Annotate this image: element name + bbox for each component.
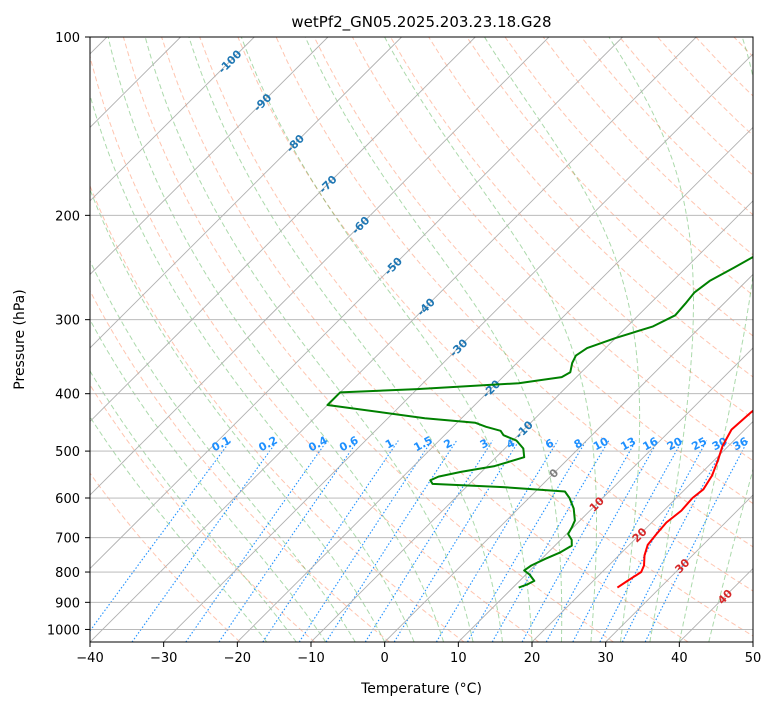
mixing-ratio-label: 16 xyxy=(641,435,661,454)
isotherm-line xyxy=(605,494,753,642)
dry-adiabat xyxy=(313,37,753,505)
isotherm-line xyxy=(90,37,476,423)
moist-adiabat xyxy=(144,37,474,642)
dry-adiabat xyxy=(90,184,465,642)
x-tick-label: 0 xyxy=(381,651,389,666)
dry-adiabat xyxy=(199,37,753,637)
y-axis-label: Pressure (hPa) xyxy=(12,289,28,389)
mixing-ratio-line xyxy=(599,440,708,642)
dry-adiabat xyxy=(504,37,753,296)
mixing-ratio-line xyxy=(572,440,683,642)
dry-adiabat xyxy=(428,37,753,378)
moist-adiabat xyxy=(384,37,597,642)
y-tick-label: 1000 xyxy=(47,623,80,638)
x-tick-label: −10 xyxy=(297,651,324,666)
y-tick-label: 600 xyxy=(55,492,80,507)
x-tick-label: 20 xyxy=(524,651,541,666)
moist-adiabat xyxy=(90,318,327,642)
y-tick-label: 700 xyxy=(55,532,80,547)
chart-title: wetPf2_GN05.2025.203.23.18.G28 xyxy=(291,13,551,32)
plot-frame xyxy=(89,36,754,643)
plot-background xyxy=(90,37,753,642)
isotherm-line xyxy=(163,53,753,642)
moist-adiabat xyxy=(107,37,445,642)
dry-adiabat xyxy=(237,37,753,592)
mixing-ratio-label: 20 xyxy=(665,434,685,453)
x-tick-label: −30 xyxy=(150,651,177,666)
moist-adiabat xyxy=(90,259,356,642)
x-tick-label: 30 xyxy=(597,651,614,666)
isotherm-line xyxy=(90,37,697,642)
mixing-ratio-line xyxy=(621,440,728,642)
x-tick-label: −20 xyxy=(224,651,251,666)
mixing-ratio-line xyxy=(467,440,587,642)
moist-adiabat xyxy=(708,467,753,642)
y-tick-label: 400 xyxy=(55,388,80,403)
x-tick-label: −40 xyxy=(76,651,103,666)
y-tick-label: 900 xyxy=(55,596,80,611)
y-tick-label: 800 xyxy=(55,566,80,581)
isotherm-line xyxy=(90,37,550,496)
y-tick-label: 300 xyxy=(55,314,80,329)
y-tick-label: 200 xyxy=(55,209,80,224)
axes: −40 −30 −20 −10 0 10 20 30 40 50 100 200 300 400 500 60… xyxy=(47,31,761,666)
mixing-ratio-line xyxy=(364,440,494,642)
moist-adiabat xyxy=(188,37,503,642)
isotherm-line xyxy=(531,420,753,642)
moist-adiabat xyxy=(484,37,641,642)
mixing-ratio-label: 30 xyxy=(710,435,730,454)
mixing-ratio-line xyxy=(491,440,610,642)
moist-adiabat xyxy=(304,37,563,642)
mixing-ratio-label: 36 xyxy=(731,435,751,454)
mixing-ratio-label: 10 xyxy=(591,434,611,453)
x-axis-label: Temperature (°C) xyxy=(360,681,482,697)
mixing-ratio-line xyxy=(298,440,433,642)
dry-adiabat xyxy=(90,383,316,642)
temperature-profile-line xyxy=(616,409,753,589)
dry-adiabat xyxy=(161,37,689,642)
y-tick-label: 100 xyxy=(55,31,80,46)
moist-adiabat xyxy=(90,415,268,642)
isotherm-line xyxy=(237,126,753,642)
isotherm-line xyxy=(752,641,753,642)
mixing-ratio-line xyxy=(262,440,399,642)
dewpoint-profile-line xyxy=(326,255,753,589)
x-tick-label: 40 xyxy=(671,651,688,666)
mixing-ratio-line xyxy=(325,440,458,642)
moist-adiabat xyxy=(240,37,533,642)
dry-adiabat xyxy=(90,54,540,642)
x-tick-label: 50 xyxy=(745,651,762,666)
dry-adiabat xyxy=(90,289,390,642)
mixing-ratio-line xyxy=(435,440,559,642)
dry-adiabat xyxy=(122,37,614,642)
isotherm-line xyxy=(90,37,623,570)
dry-adiabat xyxy=(90,472,241,642)
dry-adiabat xyxy=(351,37,753,462)
mixing-ratio-line xyxy=(218,440,359,642)
y-tick-label: 500 xyxy=(55,445,80,460)
isotherm-line xyxy=(90,37,402,349)
moist-adiabat xyxy=(608,37,694,642)
moist-adiabat xyxy=(678,37,753,642)
x-tick-label: 10 xyxy=(450,651,467,666)
mixing-ratio-label: 25 xyxy=(689,435,709,454)
background-lines xyxy=(90,37,753,642)
isotherm-line xyxy=(384,273,753,642)
mixing-ratio-line xyxy=(185,440,328,642)
mixing-ratio-label: 13 xyxy=(618,435,638,454)
isotherm-line xyxy=(90,37,329,276)
moist-adiabat xyxy=(90,188,386,642)
profile-series xyxy=(326,255,753,589)
isotherm-line xyxy=(90,37,255,202)
dry-adiabat xyxy=(275,37,753,548)
isotherm-line xyxy=(458,347,753,642)
